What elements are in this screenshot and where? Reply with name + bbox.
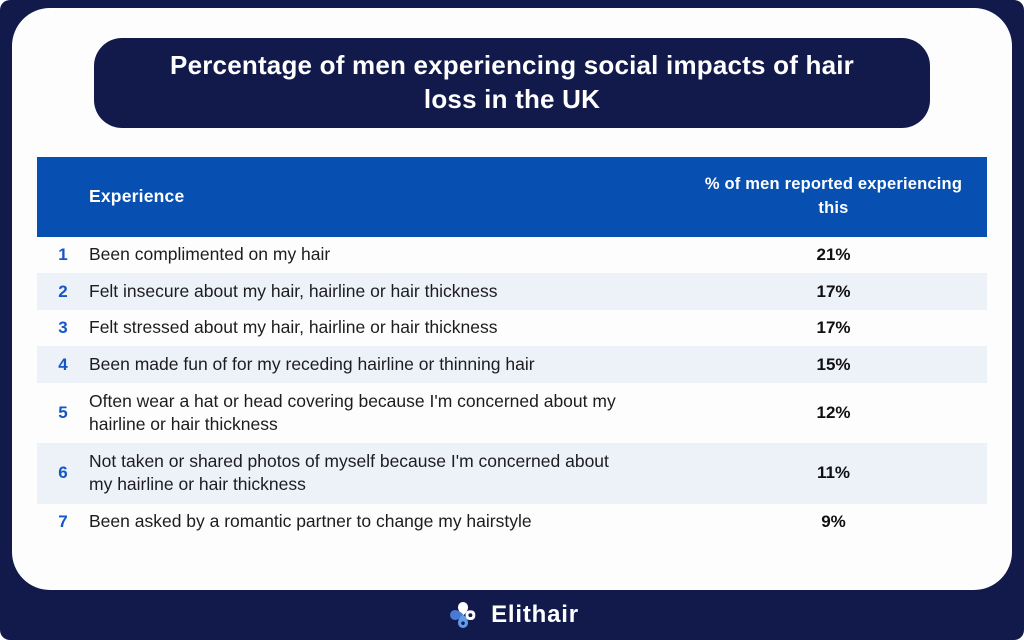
row-experience: Been complimented on my hair	[89, 244, 331, 265]
row-experience: Been made fun of for my receding hairlin…	[89, 353, 535, 374]
row-rank: 4	[58, 354, 68, 374]
table-row: 7 Been asked by a romantic partner to ch…	[37, 504, 987, 541]
row-percent: 12%	[816, 403, 851, 423]
row-rank: 7	[58, 511, 68, 531]
row-rank: 3	[58, 318, 68, 338]
row-experience: Not taken or shared photos of myself bec…	[89, 450, 609, 495]
row-rank: 5	[58, 403, 68, 423]
brand-name: Elithair	[491, 601, 579, 628]
row-rank: 6	[58, 463, 68, 483]
table-body: 1 Been complimented on my hair 21% 2 Fel…	[37, 237, 987, 541]
row-percent: 17%	[816, 281, 851, 301]
row-experience: Felt stressed about my hair, hairline or…	[89, 317, 498, 338]
row-rank: 2	[58, 281, 68, 301]
row-percent: 9%	[821, 511, 846, 531]
table-row: 6 Not taken or shared photos of myself b…	[37, 443, 987, 504]
row-percent: 15%	[816, 354, 851, 374]
content-sheet: Percentage of men experiencing social im…	[12, 8, 1012, 590]
footer-bar: Elithair	[0, 590, 1024, 640]
row-experience: Often wear a hat or head covering becaus…	[89, 390, 616, 435]
page-title: Percentage of men experiencing social im…	[94, 38, 930, 128]
row-percent: 11%	[816, 463, 851, 483]
table-header-row: Experience % of men reported experiencin…	[37, 156, 987, 237]
row-percent: 21%	[816, 244, 851, 264]
elithair-logo-icon	[445, 597, 481, 633]
row-rank: 1	[58, 244, 68, 264]
table-row: 5 Often wear a hat or head covering beca…	[37, 383, 987, 443]
data-table: Experience % of men reported experiencin…	[37, 156, 987, 541]
table-row: 4 Been made fun of for my receding hairl…	[37, 346, 987, 384]
row-percent: 17%	[816, 318, 851, 338]
table-row: 2 Felt insecure about my hair, hairline …	[37, 273, 987, 310]
row-experience: Felt insecure about my hair, hairline or…	[89, 280, 498, 301]
table-row: 3 Felt stressed about my hair, hairline …	[37, 310, 987, 347]
header-experience: Experience	[89, 186, 185, 207]
header-percent: % of men reported experiencing this	[704, 174, 963, 217]
table-row: 1 Been complimented on my hair 21%	[37, 237, 987, 274]
row-experience: Been asked by a romantic partner to chan…	[89, 511, 532, 532]
